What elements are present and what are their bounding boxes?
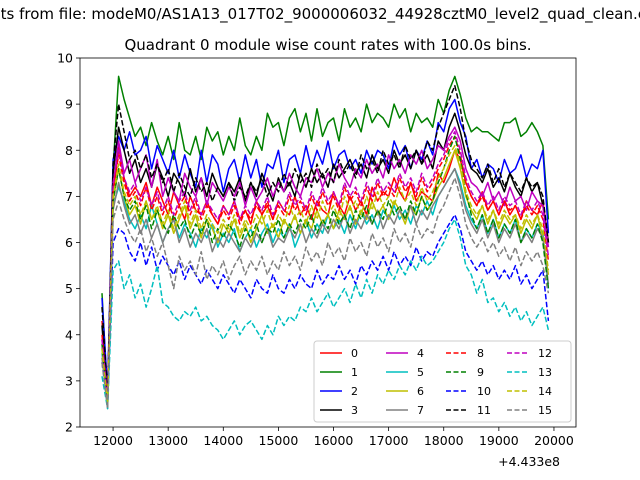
x-tick-label: 18000: [424, 433, 464, 448]
legend-label-0: 0: [351, 347, 358, 360]
y-tick-label: 9: [65, 97, 73, 112]
legend-label-7: 7: [417, 404, 424, 417]
legend-label-14: 14: [538, 385, 552, 398]
legend-label-1: 1: [351, 366, 358, 379]
y-tick-label: 2: [65, 420, 73, 435]
x-tick-label: 15000: [259, 433, 299, 448]
series-line-13: [101, 218, 550, 410]
y-tick-label: 7: [65, 189, 73, 204]
series-line-14: [101, 144, 550, 405]
x-tick-label: 16000: [314, 433, 354, 448]
series-line-8: [101, 135, 550, 401]
legend-label-10: 10: [477, 385, 491, 398]
x-tick-label: 20000: [534, 433, 574, 448]
legend-label-9: 9: [477, 366, 484, 379]
series-line-11: [101, 84, 550, 396]
series-line-0: [101, 144, 550, 396]
series-line-7: [101, 167, 550, 410]
x-tick-label: 12000: [93, 433, 133, 448]
series-line-4: [101, 126, 550, 401]
legend-label-2: 2: [351, 385, 358, 398]
legend-label-6: 6: [417, 385, 424, 398]
x-tick-label: 13000: [148, 433, 188, 448]
y-tick-label: 4: [65, 327, 73, 342]
legend-label-11: 11: [477, 404, 491, 417]
x-offset-label: +4.433e8: [498, 454, 560, 469]
legend-label-5: 5: [417, 366, 424, 379]
legend-label-4: 4: [417, 347, 424, 360]
x-tick-label: 19000: [479, 433, 519, 448]
y-tick-label: 5: [65, 281, 73, 296]
plot-area: 12000 13000 14000 15000 16000 17000 18000 19000…: [57, 51, 577, 448]
legend-box: [313, 340, 572, 423]
series-line-1: [101, 75, 550, 401]
x-tick-label: 17000: [369, 433, 409, 448]
y-tick-label: 6: [65, 235, 73, 250]
legend-label-12: 12: [538, 347, 552, 360]
y-tick-label: 8: [65, 143, 73, 158]
legend-label-8: 8: [477, 347, 484, 360]
legend-label-3: 3: [351, 404, 358, 417]
legend-label-13: 13: [538, 366, 552, 379]
chart-title: Quadrant 0 module wise count rates with …: [124, 36, 531, 54]
series-line-6: [101, 149, 550, 405]
series-line-15: [101, 177, 550, 410]
series-line-12: [101, 131, 550, 401]
y-tick-label: 10: [57, 51, 73, 66]
figure-suptitle: Plots from file: modeM0/AS1A13_017T02_90…: [0, 5, 640, 24]
legend-label-15: 15: [538, 404, 552, 417]
x-tick-label: 14000: [203, 433, 243, 448]
y-tick-label: 3: [65, 373, 73, 388]
